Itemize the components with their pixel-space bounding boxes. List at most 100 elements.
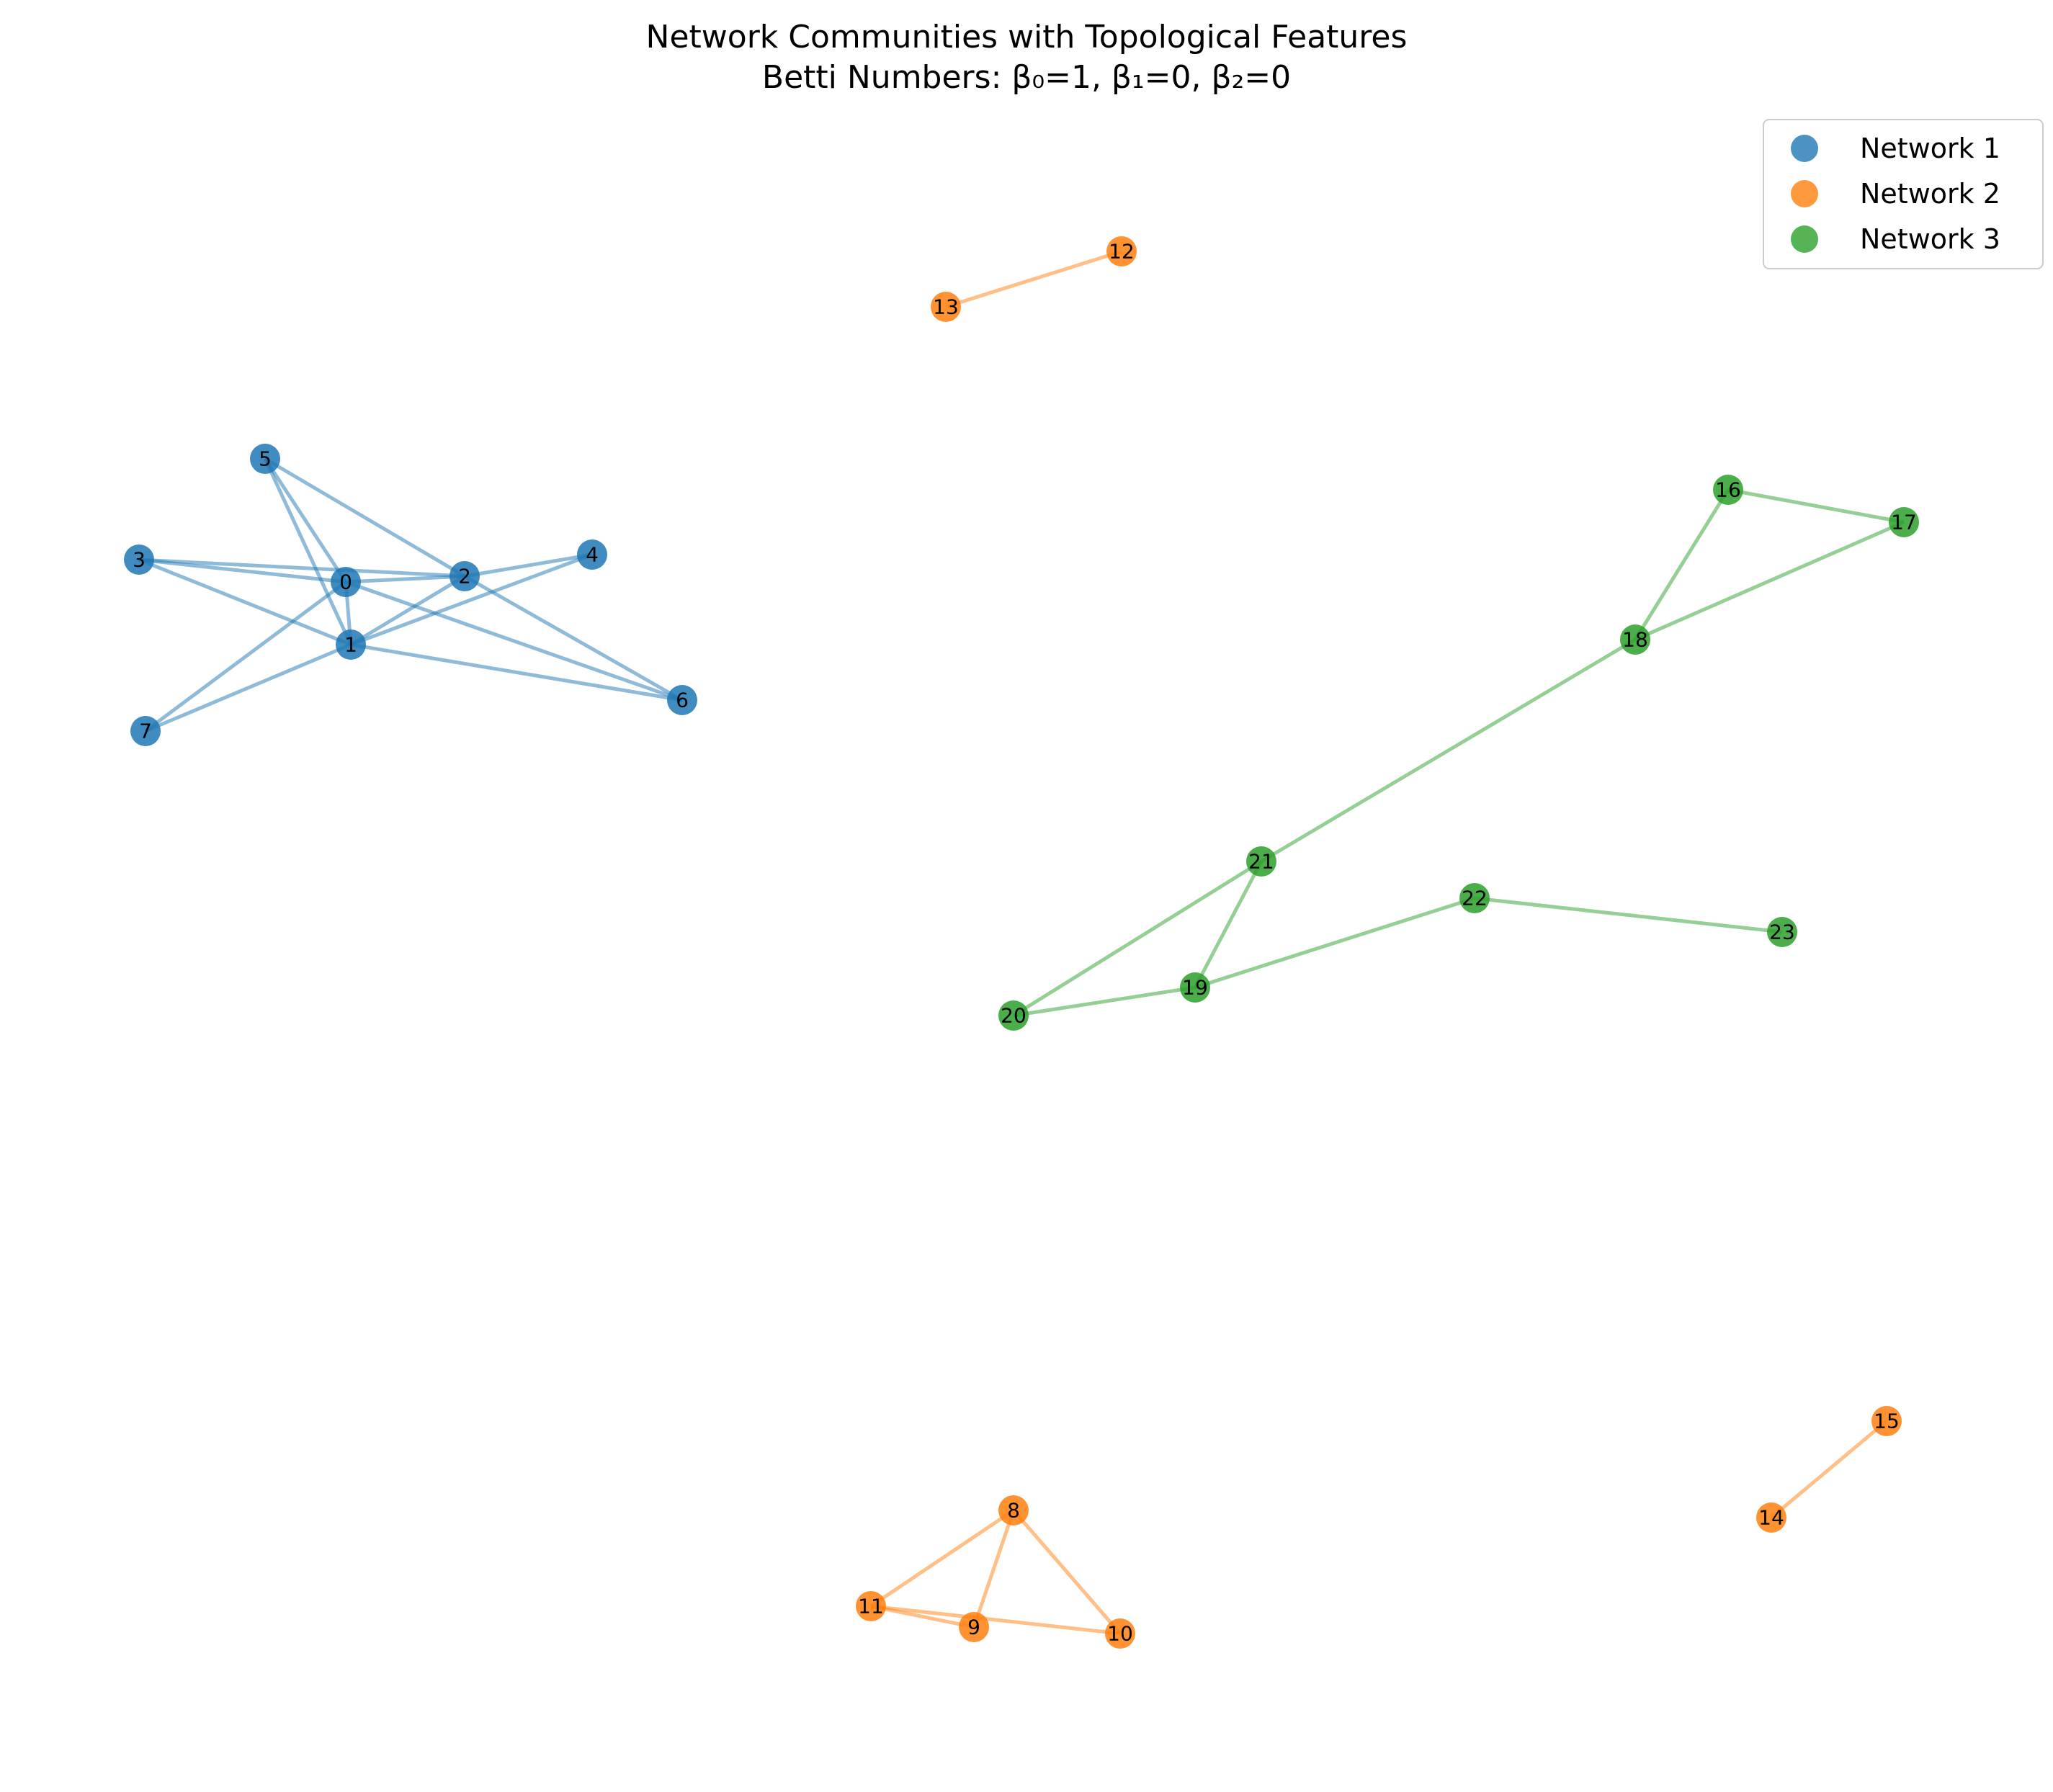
node-marker-0 (331, 567, 361, 597)
edge-17-18 (1634, 520, 1905, 642)
node-label-6: 6 (676, 689, 689, 712)
node-marker-21 (1246, 846, 1276, 877)
node-label-3: 3 (133, 548, 146, 572)
legend-frame (1763, 119, 2044, 269)
edge-2-4 (464, 552, 593, 578)
node-12: 12 (1106, 236, 1137, 266)
figure-title-line-1: Network Communities with Topological Fea… (646, 19, 1408, 55)
edge-0-3 (138, 557, 346, 584)
node-marker-2 (449, 561, 480, 591)
node-21: 21 (1246, 846, 1276, 877)
node-label-17: 17 (1891, 511, 1917, 534)
edge-16-18 (1633, 488, 1730, 641)
legend-entry-network-2: Network 2 (1791, 178, 2000, 210)
node-marker-20 (998, 1000, 1029, 1031)
edge-22-23 (1474, 896, 1783, 934)
legend-entry-network-3: Network 3 (1791, 223, 2000, 255)
node-16: 16 (1713, 475, 1743, 505)
node-label-4: 4 (586, 543, 599, 567)
node-22: 22 (1459, 883, 1490, 913)
legend-label-network-2: Network 2 (1860, 178, 2000, 210)
node-label-20: 20 (1001, 1004, 1026, 1028)
legend: Network 1 Network 2 Network 3 (1763, 119, 2044, 269)
edge-19-20 (1013, 985, 1196, 1018)
node-marker-14 (1756, 1502, 1786, 1533)
edge-12-13 (945, 249, 1122, 309)
node-label-0: 0 (339, 570, 352, 594)
edge-1-2 (349, 574, 466, 647)
node-marker-12 (1106, 236, 1137, 266)
node-label-21: 21 (1248, 850, 1274, 874)
figure-title-line-2: Betti Numbers: β₀=1, β₁=0, β₂=0 (762, 59, 1291, 96)
node-label-1: 1 (344, 633, 357, 657)
edge-16-17 (1727, 488, 1905, 524)
node-label-14: 14 (1758, 1506, 1784, 1530)
node-label-16: 16 (1715, 478, 1741, 502)
node-label-22: 22 (1462, 887, 1488, 910)
node-marker-16 (1713, 475, 1743, 505)
edge-10-11 (870, 1604, 1121, 1636)
edge-19-22 (1194, 896, 1475, 990)
node-15: 15 (1871, 1406, 1902, 1436)
edge-1-7 (145, 642, 352, 733)
legend-marker-network-1 (1791, 135, 1818, 162)
node-10: 10 (1105, 1618, 1135, 1649)
node-marker-18 (1620, 624, 1650, 655)
node-2: 2 (449, 561, 480, 591)
node-marker-19 (1180, 972, 1210, 1003)
node-marker-6 (667, 685, 697, 715)
node-marker-3 (124, 545, 154, 575)
node-marker-13 (931, 292, 961, 322)
edge-18-21 (1260, 637, 1637, 864)
node-marker-23 (1767, 917, 1797, 947)
edge-14-15 (1770, 1420, 1888, 1519)
node-6: 6 (667, 685, 697, 715)
node-17: 17 (1889, 507, 1919, 537)
node-label-8: 8 (1007, 1499, 1020, 1523)
edge-1-5 (263, 457, 353, 646)
node-marker-15 (1871, 1406, 1902, 1436)
node-label-2: 2 (458, 565, 471, 588)
legend-label-network-3: Network 3 (1860, 223, 2000, 255)
node-marker-17 (1889, 507, 1919, 537)
edge-1-3 (138, 557, 352, 647)
node-marker-9 (959, 1612, 989, 1642)
node-8: 8 (998, 1495, 1029, 1526)
node-label-19: 19 (1182, 976, 1208, 1000)
edge-0-5 (263, 457, 348, 583)
node-11: 11 (856, 1591, 886, 1621)
node-marker-11 (856, 1591, 886, 1621)
legend-marker-network-3 (1791, 225, 1818, 253)
node-1: 1 (336, 630, 366, 660)
node-marker-22 (1459, 883, 1490, 913)
edge-0-2 (345, 574, 465, 584)
edge-8-9 (972, 1510, 1016, 1628)
node-0: 0 (331, 567, 361, 597)
node-marker-1 (336, 630, 366, 660)
node-marker-8 (998, 1495, 1029, 1526)
edge-0-6 (345, 580, 683, 702)
node-20: 20 (998, 1000, 1029, 1031)
edge-1-6 (350, 642, 683, 702)
node-label-7: 7 (139, 720, 152, 743)
edge-2-5 (264, 457, 466, 578)
node-4: 4 (577, 539, 607, 570)
edge-8-11 (869, 1508, 1015, 1608)
node-label-13: 13 (933, 295, 959, 319)
node-marker-10 (1105, 1618, 1135, 1649)
node-14: 14 (1756, 1502, 1786, 1533)
node-label-11: 11 (858, 1595, 884, 1618)
edge-0-7 (144, 580, 347, 733)
node-marker-4 (577, 539, 607, 570)
node-label-5: 5 (259, 447, 272, 471)
node-9: 9 (959, 1612, 989, 1642)
legend-entry-network-1: Network 1 (1791, 133, 2000, 164)
edge-2-3 (138, 557, 465, 578)
edge-2-6 (463, 574, 684, 702)
node-marker-7 (130, 716, 161, 746)
node-18: 18 (1620, 624, 1650, 655)
edge-8-10 (1012, 1509, 1122, 1635)
node-7: 7 (130, 716, 161, 746)
